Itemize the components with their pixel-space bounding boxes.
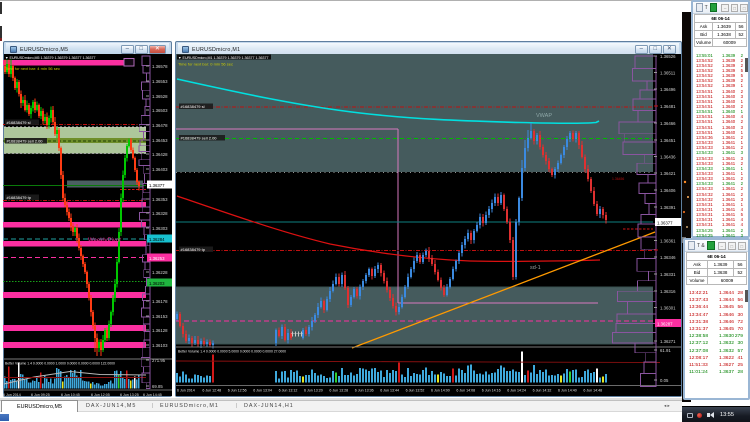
svg-text:69.85: 69.85 [152, 384, 163, 389]
svg-text:1.36553: 1.36553 [152, 79, 168, 84]
svg-text:6 Jun 10:45: 6 Jun 10:45 [61, 393, 80, 397]
svg-text:1.36203: 1.36203 [149, 281, 165, 286]
svg-text:1.36287: 1.36287 [657, 321, 673, 326]
svg-text:6 Jun 2014: 6 Jun 2014 [3, 393, 21, 397]
svg-text:Better Volume 1.4 0.0000 0.000: Better Volume 1.4 0.0000 0.0000 1.0000 0… [5, 362, 115, 366]
svg-text:6 Jun 13:52: 6 Jun 13:52 [406, 389, 425, 393]
svg-text:1.36391: 1.36391 [660, 205, 676, 210]
svg-text:1.36103: 1.36103 [152, 343, 168, 348]
svg-text:1.36178: 1.36178 [152, 299, 168, 304]
svg-text:1.36511: 1.36511 [660, 70, 676, 75]
svg-text:#16838479 sell 2.00: #16838479 sell 2.00 [181, 135, 218, 140]
svg-text:6 Jun 12:56: 6 Jun 12:56 [228, 389, 247, 393]
svg-text:#16838479 sl: #16838479 sl [181, 104, 205, 109]
svg-text:1.36353: 1.36353 [152, 197, 168, 202]
svg-text:#16838479 tp: #16838479 tp [181, 247, 206, 252]
svg-text:1.36346: 1.36346 [660, 255, 676, 260]
svg-text:1.36428: 1.36428 [152, 152, 168, 157]
svg-text:1.36526: 1.36526 [660, 54, 676, 59]
svg-text:1.36451: 1.36451 [660, 138, 676, 143]
svg-text:#16838479 sell 2.00: #16838479 sell 2.00 [7, 138, 44, 143]
svg-text:6 Jun 13:12: 6 Jun 13:12 [279, 389, 298, 393]
svg-text:6 Jun 14:16: 6 Jun 14:16 [482, 389, 501, 393]
svg-text:1.36466: 1.36466 [660, 121, 676, 126]
svg-text:6 Jun 13:25: 6 Jun 13:25 [120, 393, 139, 397]
svg-text:1.36496: 1.36496 [660, 87, 676, 92]
svg-text:6 Jun 12:05: 6 Jun 12:05 [91, 393, 110, 397]
svg-text:Time for next bar: 0 min 56 se: Time for next bar: 0 min 56 sec [178, 61, 233, 66]
svg-text:1.36271: 1.36271 [660, 339, 676, 344]
svg-text:1.36503: 1.36503 [152, 108, 168, 113]
svg-text:1.36361: 1.36361 [660, 238, 676, 243]
svg-text:1.36453: 1.36453 [152, 138, 168, 143]
svg-text:6 Jun 09:25: 6 Jun 09:25 [31, 393, 50, 397]
svg-text:1.36253: 1.36253 [149, 256, 165, 261]
svg-text:1.36377: 1.36377 [657, 220, 673, 225]
svg-text:1.36328: 1.36328 [152, 211, 168, 216]
svg-text:1.36421: 1.36421 [660, 171, 676, 176]
svg-text:6 Jun 13:36: 6 Jun 13:36 [355, 389, 374, 393]
svg-text:1.36331: 1.36331 [660, 272, 676, 277]
svg-text:6 Jun 14:45: 6 Jun 14:45 [143, 393, 162, 397]
svg-text:6 Jun 13:44: 6 Jun 13:44 [380, 389, 399, 393]
svg-text:1.36301: 1.36301 [660, 305, 676, 310]
svg-text:6 Jun 14:00: 6 Jun 14:00 [431, 389, 450, 393]
svg-text:1.36578: 1.36578 [152, 64, 168, 69]
svg-text:▼ EURUSDmicro,M1 1.36379 1.36: ▼ EURUSDmicro,M1 1.36379 1.36379 1.36377… [178, 56, 268, 60]
svg-text:1.36153: 1.36153 [152, 314, 168, 319]
svg-text:6 Jun 12:48: 6 Jun 12:48 [202, 389, 221, 393]
svg-text:1.36406: 1.36406 [660, 188, 676, 193]
svg-text:61.91: 61.91 [660, 348, 671, 353]
svg-text:6 Jun 14:32: 6 Jun 14:32 [533, 389, 552, 393]
svg-text:1.36377: 1.36377 [149, 183, 165, 188]
svg-text:WeeklyPivot: WeeklyPivot [88, 238, 121, 244]
svg-text:271.95: 271.95 [152, 358, 166, 363]
svg-text:#16838479 tp: #16838479 tp [7, 195, 32, 200]
svg-text:1.36316: 1.36316 [660, 289, 676, 294]
svg-text:6 Jun 2014: 6 Jun 2014 [177, 389, 195, 393]
svg-text:1.36128: 1.36128 [152, 328, 168, 333]
svg-text:6 Jun 13:20: 6 Jun 13:20 [304, 389, 323, 393]
svg-text:6 Jun 14:48: 6 Jun 14:48 [583, 389, 602, 393]
svg-text:#16838479 sl: #16838479 sl [7, 120, 31, 125]
svg-text:1.36228: 1.36228 [152, 270, 168, 275]
svg-text:1.36403: 1.36403 [152, 167, 168, 172]
svg-text:6 Jun 13:04: 6 Jun 13:04 [253, 389, 272, 393]
svg-text:VWAP: VWAP [536, 113, 552, 119]
svg-text:Better Volume 1.4 0.0000 0.000: Better Volume 1.4 0.0000 0.0000 5.0000 0… [178, 350, 286, 354]
svg-text:1.36456: 1.36456 [612, 177, 624, 181]
svg-text:6 Jun 13:28: 6 Jun 13:28 [329, 389, 348, 393]
svg-text:▼ EURUSDmicro,M5 1.36379 1.36: ▼ EURUSDmicro,M5 1.36379 1.36379 1.36377… [5, 56, 95, 60]
svg-text:1.36478: 1.36478 [152, 123, 168, 128]
svg-text:1.36528: 1.36528 [152, 94, 168, 99]
svg-text:1.36303: 1.36303 [152, 226, 168, 231]
svg-text:Time for next bar: 4 min 56 se: Time for next bar: 4 min 56 sec [5, 66, 60, 71]
svg-text:6 Jun 14:08: 6 Jun 14:08 [456, 389, 475, 393]
svg-text:1.36481: 1.36481 [660, 104, 676, 109]
svg-text:1.36284: 1.36284 [149, 237, 165, 242]
svg-text:1.36436: 1.36436 [660, 154, 676, 159]
svg-text:sd-1: sd-1 [530, 265, 541, 271]
svg-text:6 Jun 14:24: 6 Jun 14:24 [507, 389, 526, 393]
svg-text:0.05: 0.05 [660, 378, 669, 383]
svg-text:6 Jun 14:40: 6 Jun 14:40 [558, 389, 577, 393]
